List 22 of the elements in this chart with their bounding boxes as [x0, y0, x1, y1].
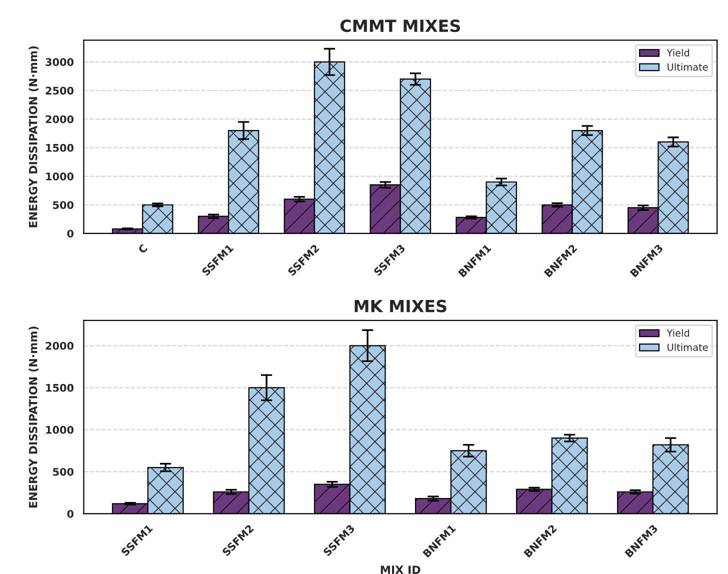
y-tick-label: 2000: [46, 342, 74, 350]
chart-title: CMMT MIXES: [340, 19, 460, 32]
legend-label: Ultimate: [668, 63, 708, 71]
y-tick-label: 2000: [46, 115, 74, 124]
x-axis-title: MIX ID: [380, 566, 420, 574]
y-tick-label: 1000: [46, 172, 74, 180]
y-axis-title: ENERGY DISSIPATION (N·mm): [28, 326, 39, 508]
y-tick-label: 1500: [46, 144, 74, 152]
legend-label: Yield: [666, 48, 690, 56]
y-tick-label: 500: [53, 468, 74, 476]
legend-label: Ultimate: [668, 343, 708, 351]
y-tick-label: 2500: [46, 86, 74, 95]
y-tick-label: 0: [67, 510, 74, 518]
y-tick-label: 3000: [46, 58, 74, 66]
y-tick-label: 1500: [46, 384, 74, 392]
chart-title: MK MIXES: [354, 300, 446, 312]
legend-label: Yield: [666, 329, 690, 337]
y-tick-label: 1000: [46, 426, 74, 434]
y-tick-label: 0: [67, 230, 74, 238]
x-tick-label: C: [138, 244, 148, 254]
y-tick-label: 500: [53, 201, 74, 209]
y-axis-title: ENERGY DISSIPATION (N·mm): [28, 46, 39, 228]
